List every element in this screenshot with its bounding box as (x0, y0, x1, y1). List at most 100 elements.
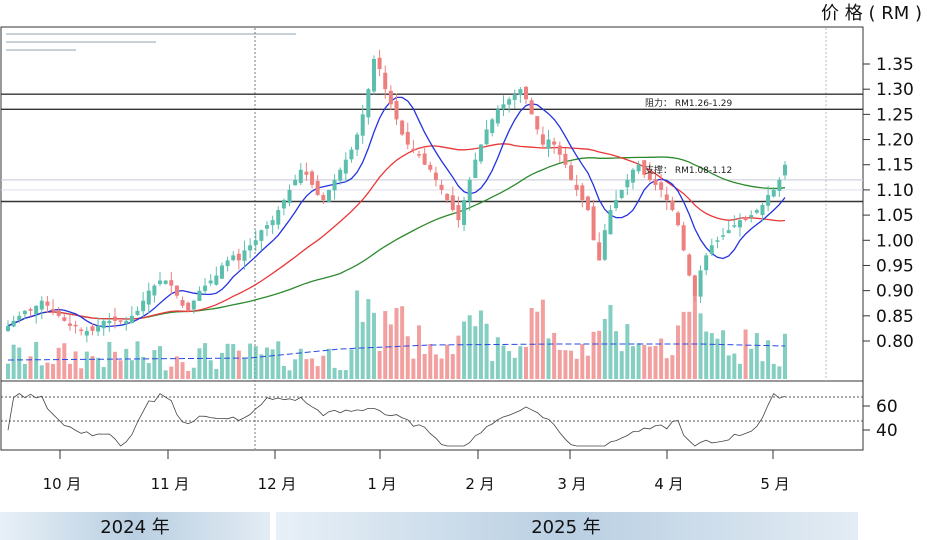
volume-bar (445, 344, 450, 379)
volume-bar (67, 363, 72, 379)
volume-bar (495, 337, 500, 379)
volume-bar (96, 357, 101, 379)
volume-bar (158, 346, 163, 379)
rsi-panel (1, 392, 863, 447)
candle-body (664, 194, 669, 200)
x-axis-months: 10 月 11 月 12 月 1 月 2 月 3 月 4 月 5 月 (43, 450, 790, 493)
candle-body (692, 275, 697, 296)
volume-bar (524, 346, 528, 379)
candle-body (383, 72, 388, 90)
volume-bar (219, 352, 224, 379)
candle-body (203, 285, 208, 292)
volume-bar (411, 358, 416, 379)
volume-bar (248, 343, 253, 379)
x-tick-label: 2 月 (465, 475, 494, 493)
candle-body (214, 275, 219, 285)
volume-bar (90, 356, 95, 379)
x-tick-label: 5 月 (760, 475, 789, 493)
candle-body (22, 310, 27, 315)
volume-bar (749, 348, 754, 379)
volume-bar (760, 361, 765, 379)
volume-bar (242, 358, 247, 379)
candle-body (507, 99, 512, 105)
candle-body (670, 200, 675, 211)
y-tick-label: 1.20 (876, 131, 914, 151)
candle-body (405, 131, 410, 145)
volume-bar (73, 351, 78, 379)
candle-body (422, 153, 427, 165)
candle-body (248, 245, 253, 251)
volume-bar (326, 348, 331, 379)
candle-body (349, 149, 354, 160)
candle-body (276, 210, 281, 225)
candle-body (135, 310, 140, 315)
volume-bar (630, 346, 635, 379)
candle-body (62, 317, 67, 321)
candle-body (253, 240, 258, 245)
candle-body (591, 206, 596, 241)
candle-body (625, 179, 630, 188)
candle-body (585, 196, 590, 211)
volume-bar (169, 366, 174, 379)
volume-bar (332, 367, 337, 379)
volume-bar (129, 360, 134, 379)
candle-body (293, 179, 298, 186)
candle-body (428, 164, 433, 170)
volume-bar (676, 325, 681, 379)
volume-bar (433, 354, 438, 379)
candle-body (67, 323, 72, 326)
price-levels (1, 93, 863, 203)
candle-body (79, 329, 84, 332)
candle-body (704, 255, 709, 271)
candle-body (265, 225, 269, 229)
candle-body (766, 194, 771, 206)
candle-body (51, 309, 56, 311)
candle-body (760, 205, 765, 216)
volume-bar (355, 290, 360, 379)
year-band-2024 (0, 512, 270, 540)
volume-bar (569, 350, 574, 379)
volume-bar (557, 349, 562, 379)
candle-body (343, 159, 348, 174)
volume-bar (84, 351, 89, 379)
candle-body (11, 320, 16, 327)
volume-bar (315, 366, 320, 379)
candle-body (326, 189, 331, 202)
candle-body (287, 189, 292, 204)
header-info (6, 33, 296, 51)
volume-bar (11, 344, 16, 379)
volume-bar (473, 326, 478, 379)
x-tick-label: 11 月 (151, 475, 190, 493)
volume-bar (484, 323, 489, 379)
candle-body (310, 171, 315, 185)
candle-body (219, 265, 224, 279)
candle-body (101, 320, 106, 329)
y-tick-label: 1.25 (876, 105, 914, 125)
volume-bar (388, 324, 393, 379)
volume-bar (743, 329, 748, 379)
candle-body (174, 285, 179, 296)
candle-body (439, 184, 444, 190)
candle-body (687, 254, 692, 276)
volume-bars (6, 290, 787, 379)
candle-body (777, 179, 782, 191)
volume-bar (518, 346, 523, 379)
volume-bar (281, 365, 286, 379)
volume-bar (51, 364, 56, 379)
volume-bar (141, 356, 146, 379)
volume-bar (338, 370, 343, 379)
candle-body (28, 309, 33, 311)
candle-body (163, 280, 168, 284)
volume-bar (45, 362, 50, 379)
candle-body (546, 139, 551, 149)
volume-bar (670, 355, 675, 379)
volume-bar (456, 335, 461, 379)
volume-bar (366, 299, 371, 379)
volume-bar (197, 348, 202, 379)
volume-bar (28, 356, 33, 379)
year-label-2025: 2025 年 (531, 517, 601, 538)
volume-bar (580, 344, 585, 379)
candle-body (433, 172, 438, 180)
candle-body (146, 290, 151, 305)
volume-bar (118, 360, 123, 379)
